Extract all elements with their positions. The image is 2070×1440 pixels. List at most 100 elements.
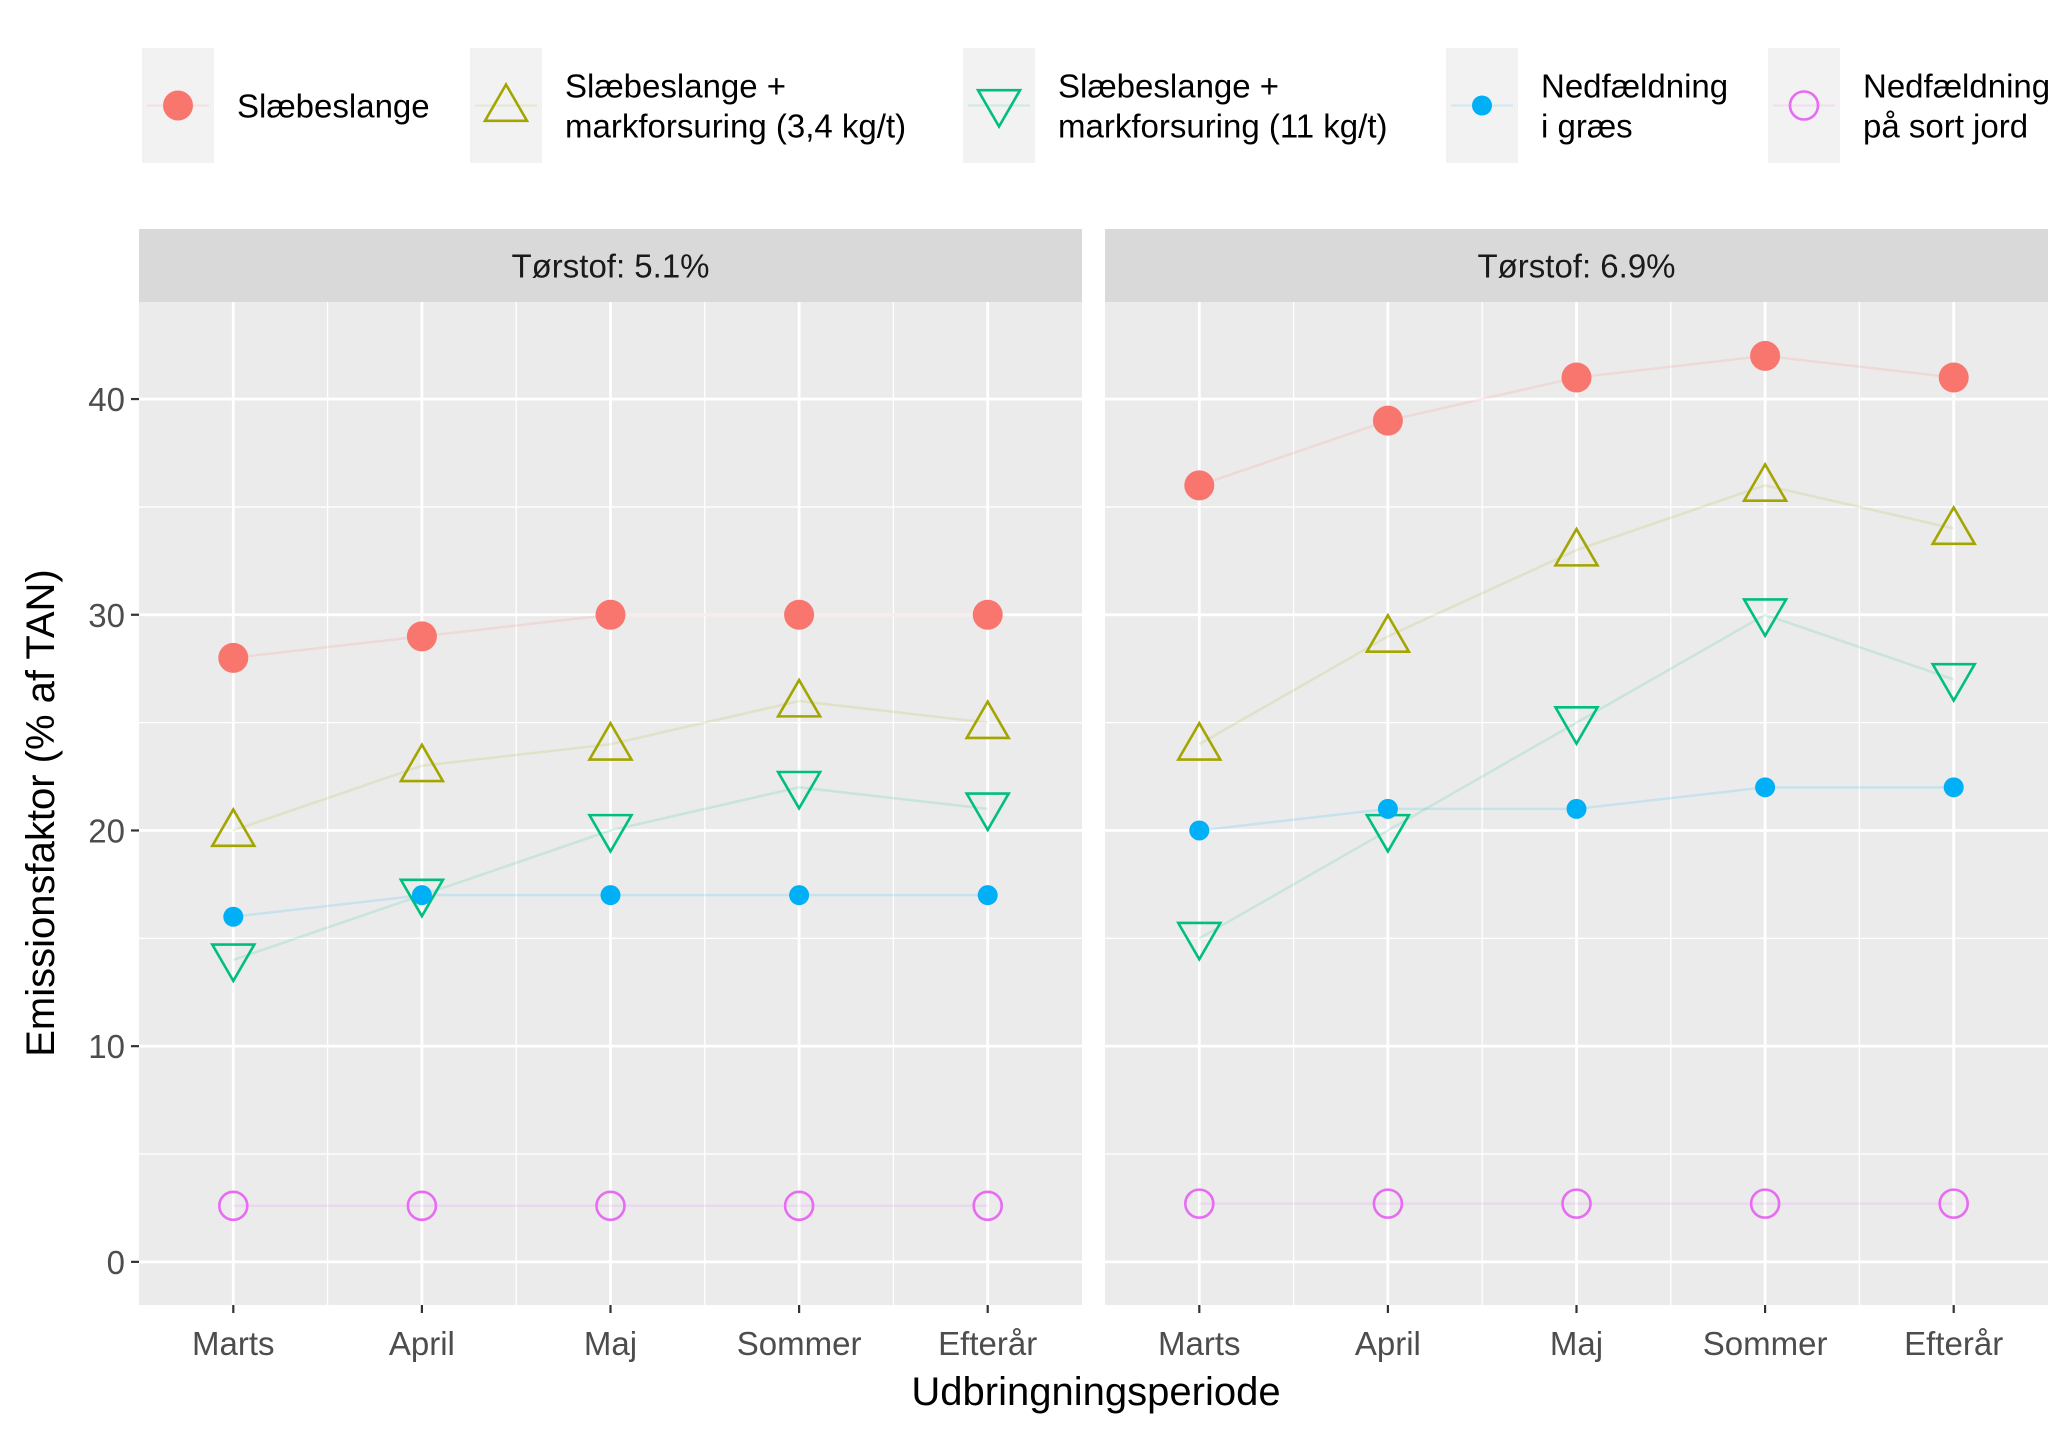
data-point <box>1741 461 1789 502</box>
data-point <box>398 742 446 783</box>
y-tick-label: 10 <box>88 1028 125 1065</box>
x-tick-label: Efterår <box>1904 1325 2003 1362</box>
data-point <box>1372 1188 1404 1219</box>
data-point <box>218 642 249 673</box>
legend-label: Slæbeslange + <box>565 68 786 105</box>
facet-panel: Tørstof: 5.1% Marts April Maj Sommer Efterår <box>139 229 1082 1362</box>
x-tick-label: Efterår <box>938 1325 1037 1362</box>
data-point <box>1750 340 1781 371</box>
data-point <box>1938 1188 1969 1219</box>
series-line <box>1198 484 1954 746</box>
x-tick-label: Sommer <box>737 1325 862 1362</box>
data-point <box>1553 705 1600 747</box>
legend-label: Slæbeslange + <box>1058 68 1279 105</box>
data-point <box>1561 362 1592 393</box>
data-point <box>210 806 257 848</box>
legend-item: Slæbeslange +markforsuring (3,4 kg/t) <box>470 48 906 163</box>
x-axis-title: Udbringningsperiode <box>911 1370 1280 1414</box>
data-point <box>223 906 244 927</box>
data-point <box>406 621 437 652</box>
data-point <box>398 878 446 919</box>
x-tick-label: Marts <box>1158 1325 1241 1362</box>
data-point <box>972 1190 1004 1222</box>
data-point <box>218 1190 249 1222</box>
data-point <box>1184 1188 1215 1219</box>
facet-strip <box>1105 229 2048 302</box>
data-point <box>784 599 815 630</box>
data-point <box>210 943 257 984</box>
data-point <box>1176 720 1223 761</box>
x-tick-label: Sommer <box>1703 1325 1828 1362</box>
y-tick-label: 40 <box>88 381 125 418</box>
data-point <box>1749 1188 1781 1219</box>
data-point <box>1189 820 1210 841</box>
legend-key-marker <box>1472 95 1492 116</box>
panels: Tørstof: 5.1%Marts April Maj Sommer EfterårT… <box>139 229 2048 1362</box>
data-point <box>1943 777 1964 798</box>
data-point <box>587 720 634 761</box>
data-point <box>1176 921 1223 962</box>
data-point <box>1930 662 1977 704</box>
data-point <box>1938 362 1969 393</box>
data-point <box>775 677 823 718</box>
data-point <box>1372 405 1403 436</box>
data-point <box>783 1190 815 1222</box>
x-tick-label: April <box>389 1325 455 1362</box>
legend-key-marker <box>1788 90 1820 121</box>
data-point <box>1566 798 1587 819</box>
legend-item: Slæbeslange <box>142 48 430 163</box>
data-point <box>406 1190 438 1222</box>
x-tick-label: April <box>1355 1325 1421 1362</box>
legend-label: Slæbeslange <box>237 88 430 125</box>
data-point <box>964 699 1011 740</box>
facet-strip-label: Tørstof: 6.9% <box>1477 248 1675 285</box>
legend-label: Nedfældning <box>1541 68 1728 105</box>
data-point <box>1553 526 1600 567</box>
legend-key-background <box>963 48 1035 163</box>
x-tick-label: Maj <box>1550 1325 1603 1362</box>
data-point <box>1364 612 1412 653</box>
legend-item: Slæbeslange +markforsuring (11 kg/t) <box>963 48 1387 163</box>
data-point <box>972 599 1003 630</box>
legend-label: markforsuring (11 kg/t) <box>1058 108 1387 145</box>
data-point <box>595 599 626 630</box>
legend-label: på sort jord <box>1863 108 2028 145</box>
legend-key-marker <box>975 88 1023 130</box>
legend-key-background <box>1768 48 1840 163</box>
data-point <box>1377 798 1398 819</box>
data-point <box>1930 504 1977 546</box>
series-line <box>232 699 988 832</box>
legend-key-background <box>470 48 542 163</box>
data-point <box>1755 777 1776 798</box>
y-tick-label: 30 <box>88 597 125 634</box>
x-tick-label: Marts <box>192 1325 275 1362</box>
data-point <box>789 885 810 906</box>
y-axis: 0 10 20 30 40 <box>88 381 139 1281</box>
data-point <box>977 885 998 906</box>
data-point <box>1561 1188 1592 1219</box>
facet-strip <box>139 229 1082 302</box>
data-point <box>600 885 621 906</box>
legend-key-marker <box>163 90 193 121</box>
series-line <box>232 786 988 962</box>
data-point <box>595 1190 626 1222</box>
data-point <box>775 770 823 811</box>
legend-label: markforsuring (3,4 kg/t) <box>565 108 906 145</box>
legend-label: i græs <box>1541 108 1633 145</box>
y-tick-label: 0 <box>107 1244 125 1281</box>
y-tick-label: 20 <box>88 812 125 849</box>
data-point <box>587 813 634 855</box>
data-point <box>1741 598 1789 639</box>
data-point <box>411 885 432 906</box>
legend-key-marker <box>482 81 530 123</box>
data-point <box>964 792 1011 833</box>
x-tick-label: Maj <box>584 1325 637 1362</box>
series-line <box>1198 613 1955 940</box>
legend-label: Nedfældning <box>1863 68 2050 105</box>
data-point <box>1184 470 1215 501</box>
facet-panel: Tørstof: 6.9% Marts April Maj Sommer Efterår <box>1105 229 2048 1362</box>
